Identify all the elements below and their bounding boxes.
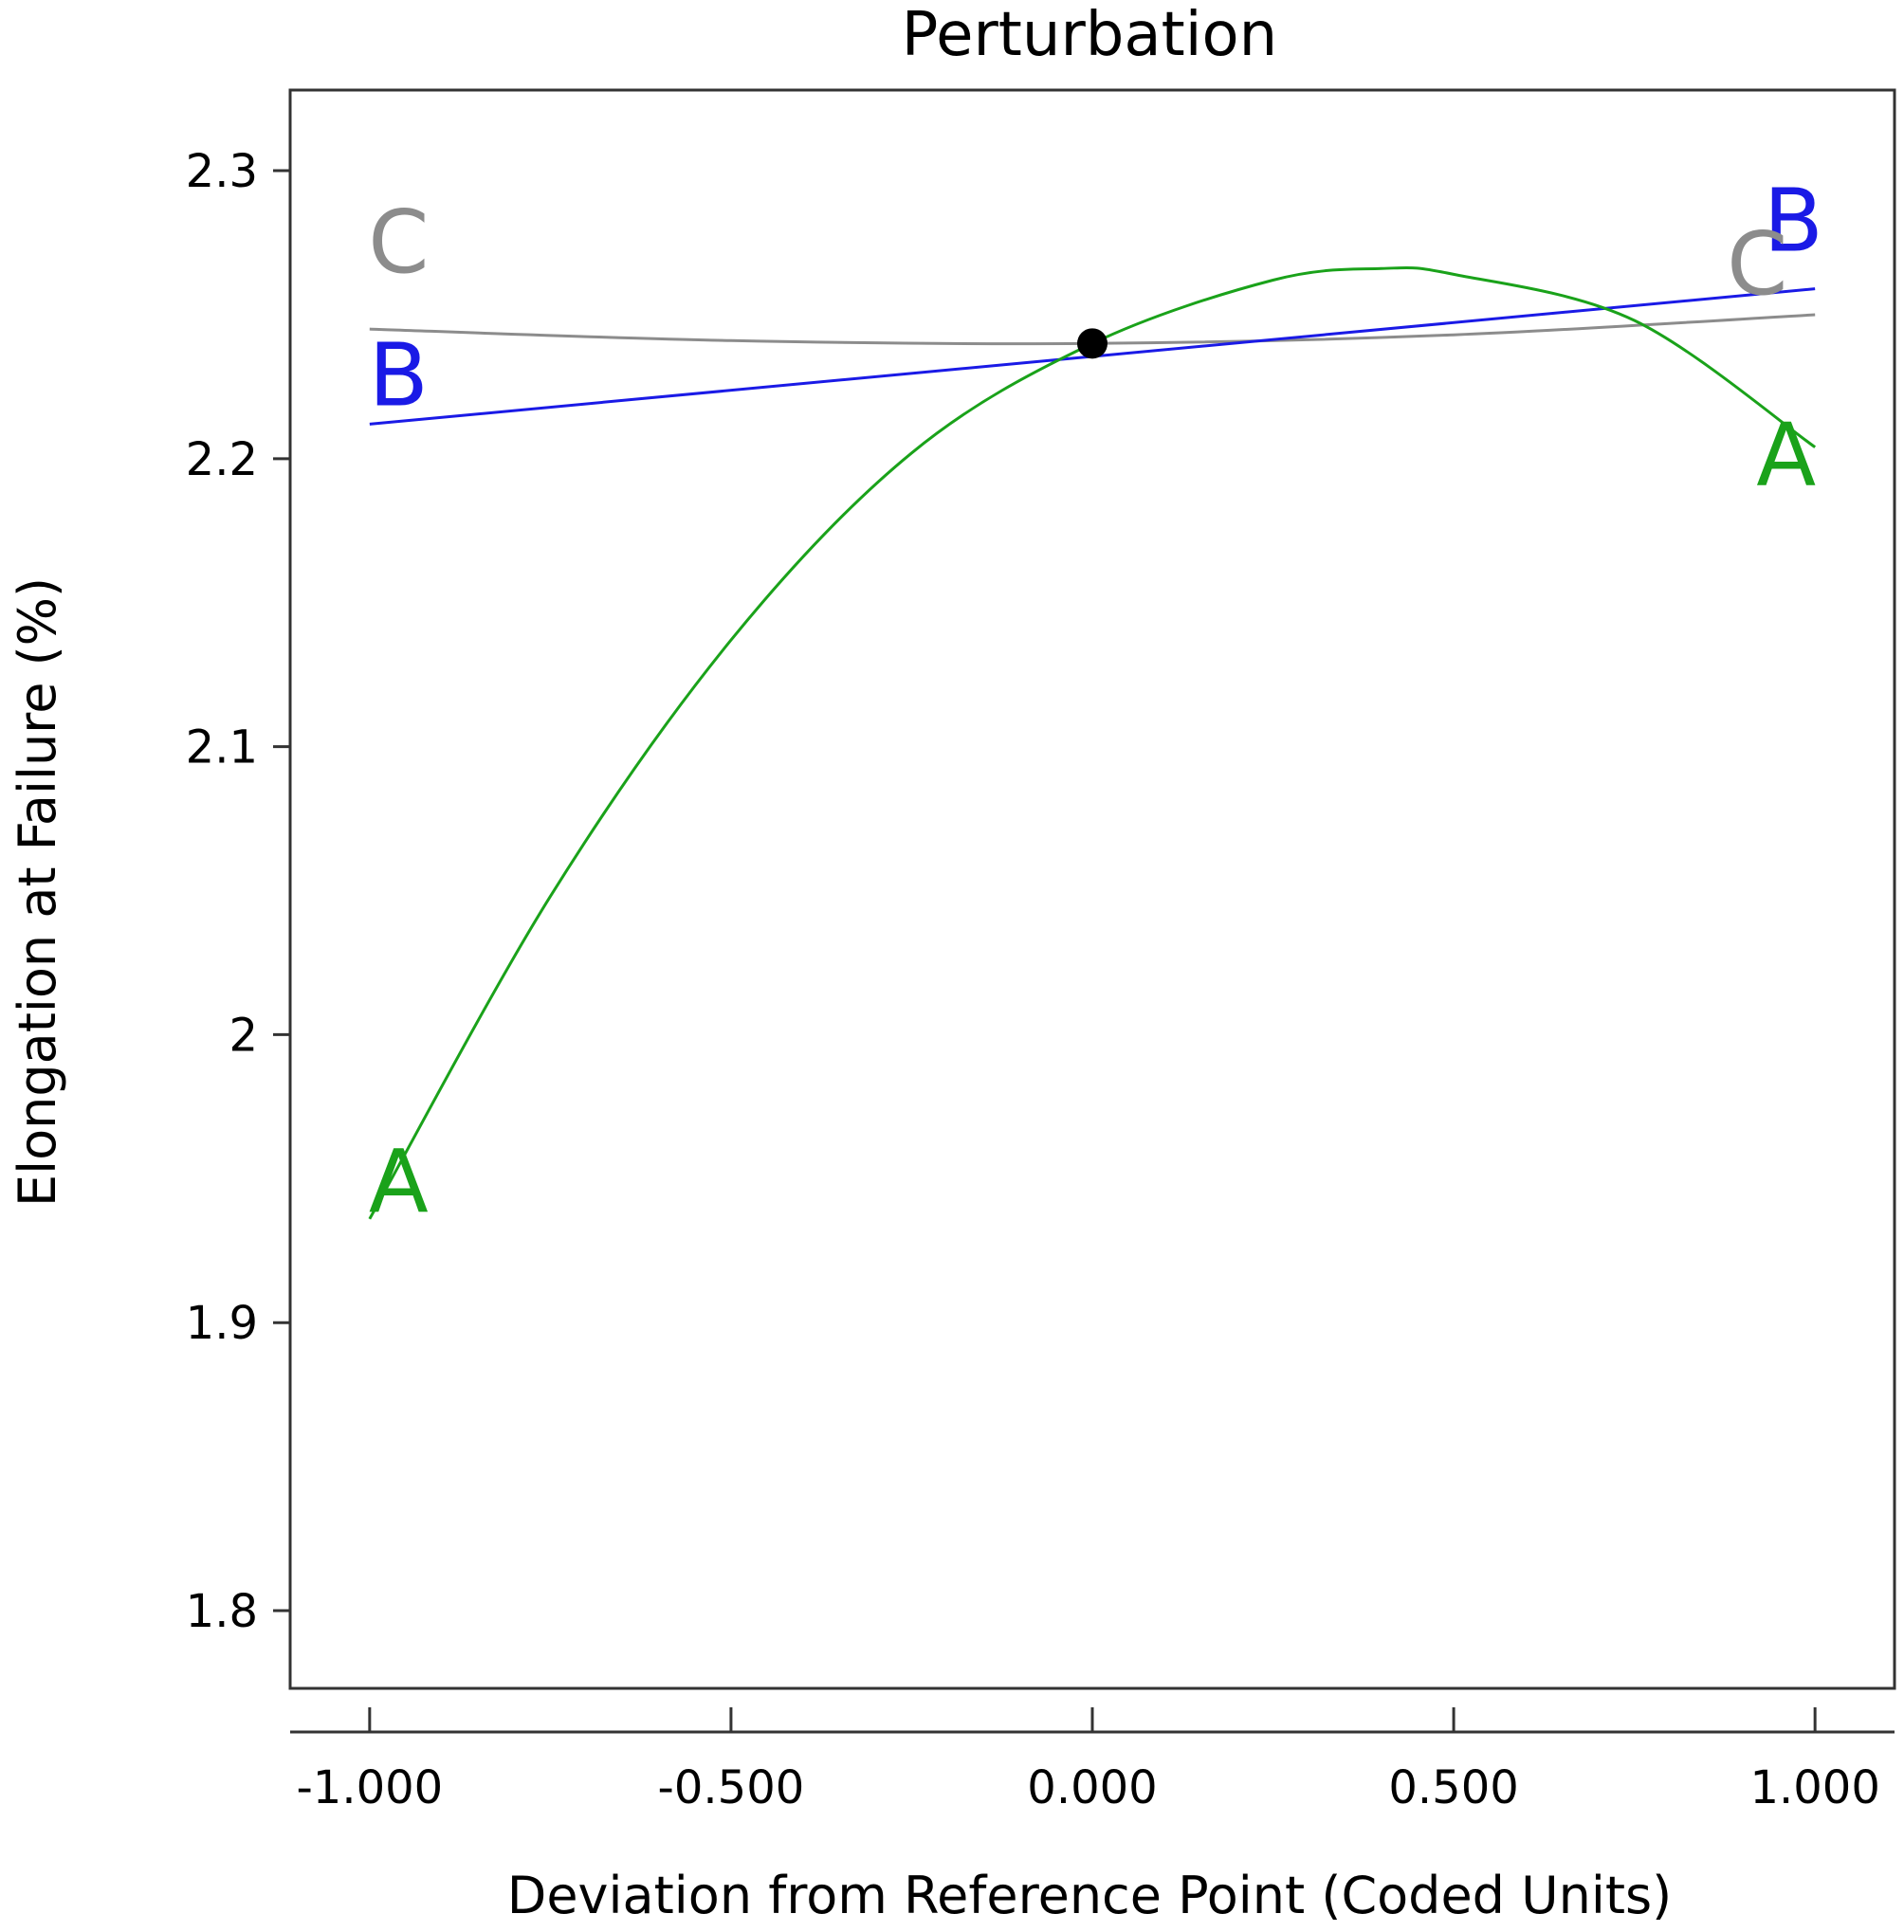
reference-point-marker [1077, 328, 1108, 359]
y-tick-label: 2.2 [186, 433, 258, 486]
x-axis-label: Deviation from Reference Point (Coded Un… [507, 1866, 1673, 1925]
series-label-a-start: A [369, 1131, 429, 1232]
series-lines [368, 265, 1817, 1220]
y-tick-label: 1.8 [186, 1585, 258, 1638]
x-tick-label: 0.500 [1388, 1761, 1518, 1814]
x-tick-label: 0.000 [1027, 1761, 1157, 1814]
x-tick-label: 1.000 [1749, 1761, 1879, 1814]
series-line-a [368, 265, 1817, 1220]
series-label-b-end: B [1764, 171, 1823, 272]
y-tick-label: 2.3 [186, 145, 258, 198]
y-tick-label: 1.9 [186, 1297, 258, 1350]
series-label-c-end: C [1727, 213, 1787, 315]
y-axis-label: Elongation at Failure (%) [8, 577, 67, 1207]
chart-title: Perturbation [902, 0, 1277, 70]
x-tick-label: -1.000 [296, 1761, 443, 1814]
y-axis: 1.8 1.9 2 2.1 2.2 2.3 [186, 145, 290, 1638]
x-tick-label: -0.500 [658, 1761, 805, 1814]
series-label-c-start: C [368, 191, 429, 293]
x-axis: -1.000 -0.500 0.000 0.500 1.000 [290, 1707, 1895, 1814]
y-tick-label: 2.1 [186, 721, 258, 775]
y-tick-label: 2 [229, 1009, 258, 1062]
series-label-a-end: A [1756, 405, 1816, 506]
plot-frame [288, 88, 1896, 1690]
series-label-b-start: B [369, 324, 429, 426]
